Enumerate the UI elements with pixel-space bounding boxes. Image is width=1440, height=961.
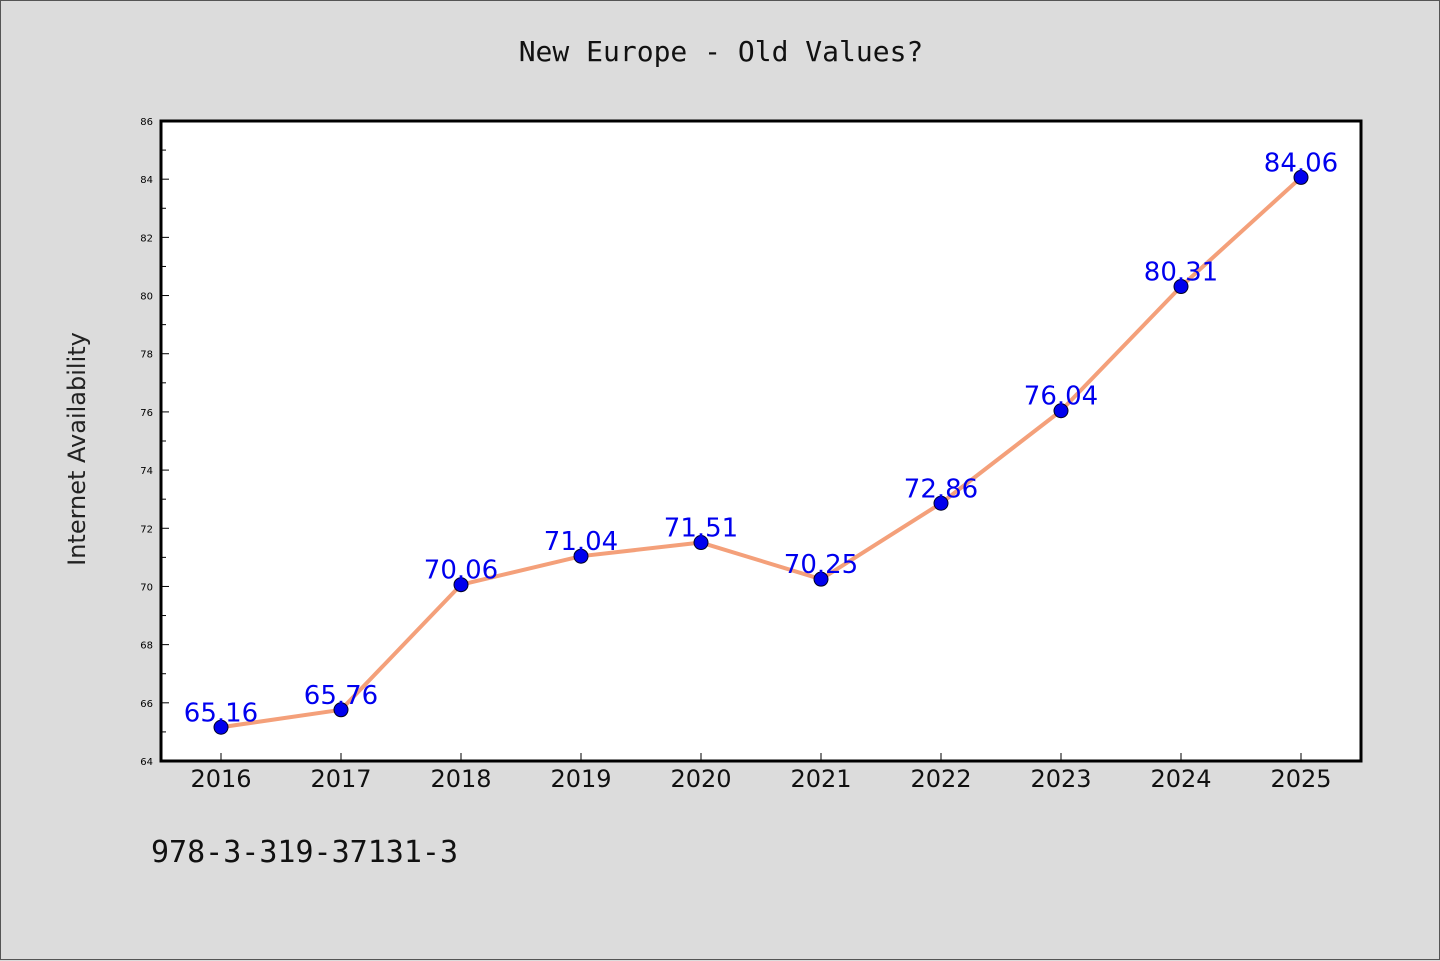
y-tick-label: 86 [140,117,153,128]
data-label: 76.04 [1024,382,1098,412]
y-tick-label: 76 [140,408,153,419]
x-tick-label: 2023 [1030,765,1091,793]
data-label: 71.51 [664,514,738,544]
x-axis: 2016 2017 2018 2019 2020 2021 2022 2023 2024 2025 [190,753,1332,793]
y-tick-label: 74 [140,466,153,477]
data-point [213,719,229,735]
y-tick-label: 68 [140,641,153,652]
data-point [1053,403,1069,419]
y-tick-label: 82 [140,233,153,244]
data-label: 65.76 [304,681,378,711]
x-tick-label: 2025 [1270,765,1331,793]
x-tick-label: 2018 [430,765,491,793]
data-label: 84.06 [1264,148,1338,178]
data-label: 71.04 [544,527,618,557]
data-point [453,577,469,593]
data-label: 80.31 [1144,258,1218,288]
x-tick-label: 2021 [790,765,851,793]
data-label: 70.06 [424,556,498,586]
data-label: 65.16 [184,698,258,728]
data-point [1293,169,1309,185]
plot-area [159,119,1363,763]
x-tick-label: 2019 [550,765,611,793]
isbn-label: 978-3-319-37131-3 [151,835,459,870]
data-point [813,571,829,587]
data-point [1173,279,1189,295]
y-tick-label: 78 [140,350,153,361]
data-point [573,548,589,564]
data-point [693,535,709,551]
x-tick-label: 2024 [1150,765,1211,793]
y-tick-label: 70 [140,582,153,593]
series-layer: 65.16 65.76 70.06 71.04 71.51 70.25 72.86 76.04… [184,148,1338,735]
chart-title: New Europe - Old Values? [518,35,924,68]
x-tick-label: 2016 [190,765,251,793]
y-tick-label: 80 [140,292,153,303]
y-axis: 64 66 68 70 72 74 76 78 80 82 84 86 [140,117,169,768]
data-label: 72.86 [904,474,978,504]
data-point [333,702,349,718]
data-point [933,495,949,511]
x-tick-label: 2022 [910,765,971,793]
y-tick-label: 64 [140,757,153,768]
x-tick-label: 2020 [670,765,731,793]
data-label: 70.25 [784,550,858,580]
y-axis-label: Internet Availability [63,332,91,566]
y-tick-label: 84 [140,175,153,186]
y-tick-label: 72 [140,524,153,535]
x-tick-label: 2017 [310,765,371,793]
y-tick-label: 66 [140,699,153,710]
series-line [220,175,1303,730]
